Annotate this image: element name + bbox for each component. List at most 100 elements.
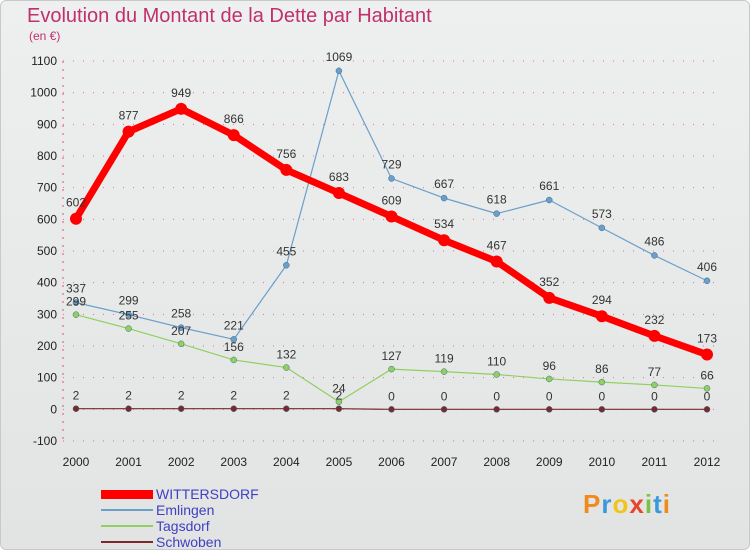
proxiti-logo: Proxiti [583, 489, 671, 520]
data-label: 0 [704, 389, 711, 403]
data-label: 486 [644, 234, 664, 248]
data-label: 602 [66, 196, 86, 210]
legend-item-wittersdorf: WITTERSDORF [101, 486, 341, 502]
data-point [175, 102, 188, 115]
x-tick-label: 2004 [273, 455, 300, 469]
data-point [335, 398, 343, 405]
x-tick-label: 2006 [378, 455, 405, 469]
logo-letter: P [583, 489, 602, 519]
data-point [332, 187, 345, 200]
x-tick-label: 2003 [220, 455, 247, 469]
data-label: 406 [697, 260, 717, 274]
data-label: 294 [592, 293, 612, 307]
data-label: 455 [276, 244, 296, 258]
data-label: 877 [119, 109, 139, 123]
data-point [388, 406, 395, 413]
data-point [283, 364, 290, 371]
data-label: 221 [224, 318, 244, 332]
data-point [493, 406, 500, 413]
x-tick-label: 2002 [168, 455, 195, 469]
data-label: 299 [66, 295, 86, 309]
x-tick-label: 2010 [588, 455, 615, 469]
data-label: 2 [73, 389, 80, 403]
data-point [230, 336, 237, 343]
data-point [651, 406, 658, 413]
data-point [440, 368, 448, 375]
data-label: 0 [546, 389, 553, 403]
y-tick-label: 600 [37, 212, 57, 226]
y-tick-label: 100 [37, 371, 57, 385]
legend-item-emlingen: Emlingen [101, 502, 341, 518]
legend-swatch [101, 489, 153, 499]
data-label: 119 [435, 352, 454, 366]
data-point [335, 67, 343, 75]
y-tick-label: 400 [37, 276, 57, 290]
data-point [595, 310, 608, 323]
data-label: 2 [336, 389, 343, 403]
data-label: 156 [224, 340, 244, 354]
data-label: 609 [381, 193, 401, 207]
logo-letter: o [612, 489, 630, 519]
y-tick-label: 900 [37, 117, 57, 131]
data-label: 467 [487, 238, 507, 252]
data-label: 618 [487, 193, 507, 207]
x-tick-label: 2001 [115, 455, 142, 469]
legend-item-tagsdorf: Tagsdorf [101, 518, 341, 534]
data-point [388, 365, 395, 373]
x-tick-label: 2009 [536, 455, 563, 469]
data-point [598, 406, 606, 413]
x-tick-label: 2005 [326, 455, 353, 469]
y-tick-label: 1000 [30, 86, 57, 100]
data-point [280, 163, 293, 176]
data-point [122, 125, 135, 138]
data-point [283, 262, 290, 269]
data-point [385, 210, 398, 223]
data-label: 24 [332, 382, 346, 396]
data-label: 866 [224, 112, 244, 126]
data-label: 66 [700, 368, 714, 382]
y-tick-label: 500 [37, 244, 57, 258]
data-label: 534 [434, 217, 454, 231]
data-label: 352 [539, 275, 559, 289]
data-label: 207 [171, 324, 191, 338]
data-point [440, 194, 448, 202]
data-point [230, 356, 237, 364]
data-label: 683 [329, 170, 349, 184]
data-point [546, 406, 553, 413]
logo-letter: i [644, 489, 654, 519]
data-point [648, 329, 661, 342]
y-tick-label: 0 [50, 402, 57, 416]
data-label: 299 [119, 294, 139, 308]
legend-swatch [101, 525, 153, 527]
data-label: 132 [276, 348, 296, 362]
data-point [703, 277, 711, 285]
logo-letter: x [629, 489, 645, 519]
data-label: 127 [381, 349, 401, 363]
data-point [125, 325, 132, 332]
data-point [546, 375, 553, 383]
chart-subtitle: (en €) [29, 29, 61, 43]
data-point [490, 255, 503, 268]
data-point [388, 175, 395, 182]
data-point [230, 405, 237, 412]
data-point [283, 405, 290, 412]
data-point [125, 311, 132, 318]
y-tick-label: 800 [37, 149, 57, 163]
legend-label: Emlingen [156, 502, 215, 518]
data-point [177, 324, 185, 331]
legend-item-schwoben: Schwoben [101, 534, 341, 549]
data-point [543, 291, 556, 304]
data-label: 232 [644, 313, 664, 327]
data-label: 110 [487, 355, 506, 369]
x-tick-label: 2000 [63, 455, 90, 469]
data-label: 0 [388, 389, 395, 403]
data-point [493, 371, 500, 378]
data-point [493, 210, 500, 217]
legend-label: Tagsdorf [156, 518, 210, 534]
x-tick-label: 2012 [694, 455, 721, 469]
data-point [72, 299, 80, 306]
y-tick-label: 1100 [31, 54, 57, 68]
data-label: 258 [171, 307, 191, 321]
